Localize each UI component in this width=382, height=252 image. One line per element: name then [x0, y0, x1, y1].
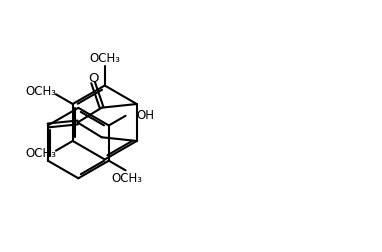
Text: OCH₃: OCH₃	[26, 147, 57, 160]
Text: OH: OH	[136, 109, 154, 122]
Text: OCH₃: OCH₃	[26, 85, 57, 98]
Text: OCH₃: OCH₃	[111, 172, 142, 185]
Text: OCH₃: OCH₃	[89, 52, 120, 65]
Text: O: O	[88, 72, 99, 85]
